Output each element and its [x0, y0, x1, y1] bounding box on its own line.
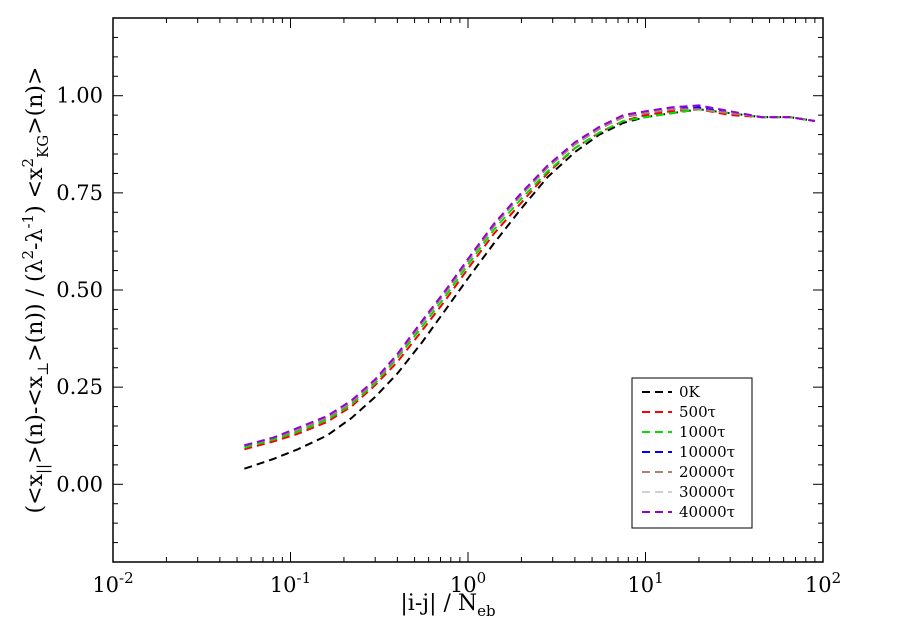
y-tick-label: 0.00	[56, 472, 103, 496]
series-lines	[244, 104, 816, 470]
legend-label: 10000τ	[679, 443, 735, 461]
plot-frame	[112, 17, 824, 563]
legend-label: 20000τ	[679, 463, 735, 481]
y-axis-title: (<x||>(n)-<x⊥>(n)) / (λ2-λ-1) <x2KG>(n)>	[19, 67, 52, 514]
series-line	[244, 104, 816, 447]
legend-label: 40000τ	[679, 503, 735, 521]
x-tick-label: 10-1	[270, 569, 311, 597]
y-tick-label: 0.75	[56, 181, 103, 205]
x-tick-label: 101	[627, 569, 663, 597]
y-tick-label: 0.50	[56, 278, 103, 302]
legend-label: 30000τ	[679, 483, 735, 501]
x-tick-label: 102	[805, 569, 841, 597]
y-tick-label: 1.00	[56, 84, 103, 108]
legend-label: 1000τ	[679, 423, 725, 441]
legend-box	[631, 377, 753, 529]
x-tick-label: 10-2	[92, 569, 133, 597]
legend-label: 0K	[679, 383, 701, 401]
x-tick-labels: 10-2 10-1 100 101 102	[92, 569, 841, 597]
x-axis-title: |i-j| / Neb	[400, 591, 495, 620]
x-tick-label: 100	[450, 569, 486, 597]
legend: 0K 500τ 1000τ 10000τ 20000τ 30000τ 40000τ	[631, 377, 753, 529]
y-tick-label: 0.25	[56, 375, 103, 399]
legend-label: 500τ	[679, 403, 716, 421]
y-tick-labels: 0.00 0.25 0.50 0.75 1.00	[56, 84, 103, 497]
series-line	[244, 108, 816, 447]
